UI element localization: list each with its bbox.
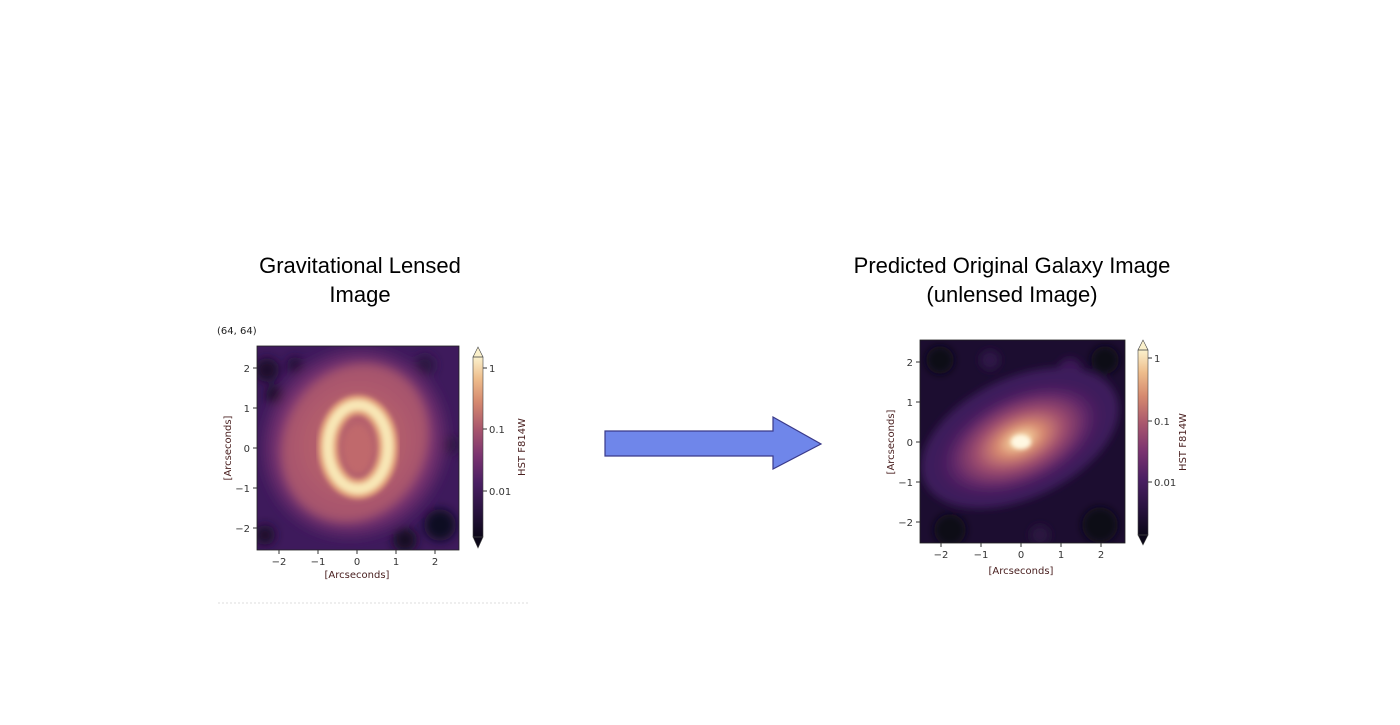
lensed-y-ticks: 2 1 0 −1 −2 [235,364,257,535]
unlensed-ylabel: [Arcseconds] [886,409,897,474]
unlensed-y-ticks: 2 1 0 −1 −2 [898,358,920,529]
unlensed-colorbar-tick: 0.1 [1154,417,1170,428]
lensed-ytick: −1 [235,484,250,495]
unlensed-image-panel: −2 −1 0 1 2 2 1 0 −1 −2 [Arcseconds] [Ar… [870,330,1205,580]
lensed-image-plot: −2 −1 0 1 2 2 1 0 −1 −2 [Arcseconds] [Ar… [223,345,528,581]
lensed-colorbar-tick: 0.01 [489,487,511,498]
unlensed-xtick: 0 [1018,550,1024,561]
lensed-xtick: −2 [272,557,287,568]
lensed-xlabel: [Arcseconds] [325,570,390,581]
transform-arrow-icon [604,415,823,470]
lensed-colorbar-label: HST F814W [517,418,528,476]
unlensed-colorbar: 1 0.1 0.01 HST F814W [1137,339,1189,546]
lensed-x-ticks: −2 −1 0 1 2 [272,550,438,568]
unlensed-x-ticks: −2 −1 0 1 2 [934,543,1104,561]
clipped-shape-text: (64, 64) [217,326,257,337]
lensed-ytick: 2 [244,364,250,375]
lensed-colorbar-tick: 1 [489,364,495,375]
unlensed-ytick: 2 [907,358,913,369]
unlensed-xtick: −1 [974,550,989,561]
lensed-ytick: 0 [244,444,250,455]
lensed-ytick: −2 [235,524,250,535]
panel-divider-line [218,602,528,604]
unlensed-colorbar-tick: 0.01 [1154,478,1176,489]
unlensed-colorbar-tick: 1 [1154,354,1160,365]
unlensed-xlabel: [Arcseconds] [989,566,1054,577]
unlensed-image-title-line1: Predicted Original Galaxy Image [853,253,1171,278]
unlensed-ytick: 1 [907,398,913,409]
unlensed-xtick: 2 [1098,550,1104,561]
unlensed-image-title: Predicted Original Galaxy Image (unlense… [810,251,1214,309]
lensed-ylabel: [Arcseconds] [223,415,234,480]
unlensed-image-plot: −2 −1 0 1 2 2 1 0 −1 −2 [Arcseconds] [Ar… [886,339,1189,577]
unlensed-xtick: −2 [934,550,949,561]
lensed-xtick: 2 [432,557,438,568]
lensed-image-title: Gravitational Lensed Image [210,251,510,309]
lensed-image-title-line1: Gravitational Lensed [259,253,461,278]
lensed-image-title-line2: Image [329,282,391,307]
lensed-colorbar-tick: 0.1 [489,425,505,436]
unlensed-ytick: −1 [898,478,913,489]
unlensed-colorbar-label: HST F814W [1178,413,1189,471]
lensed-colorbar: 1 0.1 0.01 HST F814W [472,346,528,549]
unlensed-ytick: 0 [907,438,913,449]
unlensed-image-title-line2: (unlensed Image) [926,282,1098,307]
lensed-image-canvas [257,346,459,550]
lensed-ytick: 1 [244,404,250,415]
unlensed-xtick: 1 [1058,550,1064,561]
unlensed-image-canvas [920,340,1125,543]
lensed-xtick: 1 [393,557,399,568]
lensed-image-panel: (64, 64) [205,325,535,610]
lensed-xtick: −1 [311,557,326,568]
arrow-shape [604,415,823,470]
lensed-xtick: 0 [354,557,360,568]
unlensed-ytick: −2 [898,518,913,529]
